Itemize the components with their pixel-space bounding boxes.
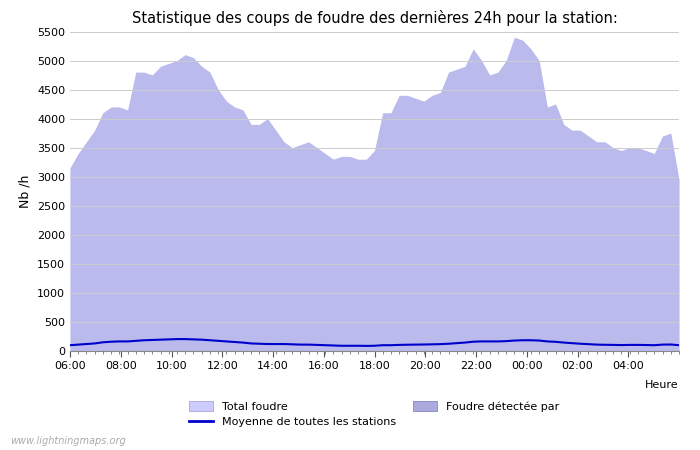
Legend: Total foudre, Moyenne de toutes les stations, Foudre détectée par: Total foudre, Moyenne de toutes les stat…	[186, 398, 563, 431]
Text: Heure: Heure	[645, 380, 679, 390]
Y-axis label: Nb /h: Nb /h	[18, 175, 32, 208]
Title: Statistique des coups de foudre des dernières 24h pour la station:: Statistique des coups de foudre des dern…	[132, 10, 617, 26]
Text: www.lightningmaps.org: www.lightningmaps.org	[10, 436, 126, 446]
